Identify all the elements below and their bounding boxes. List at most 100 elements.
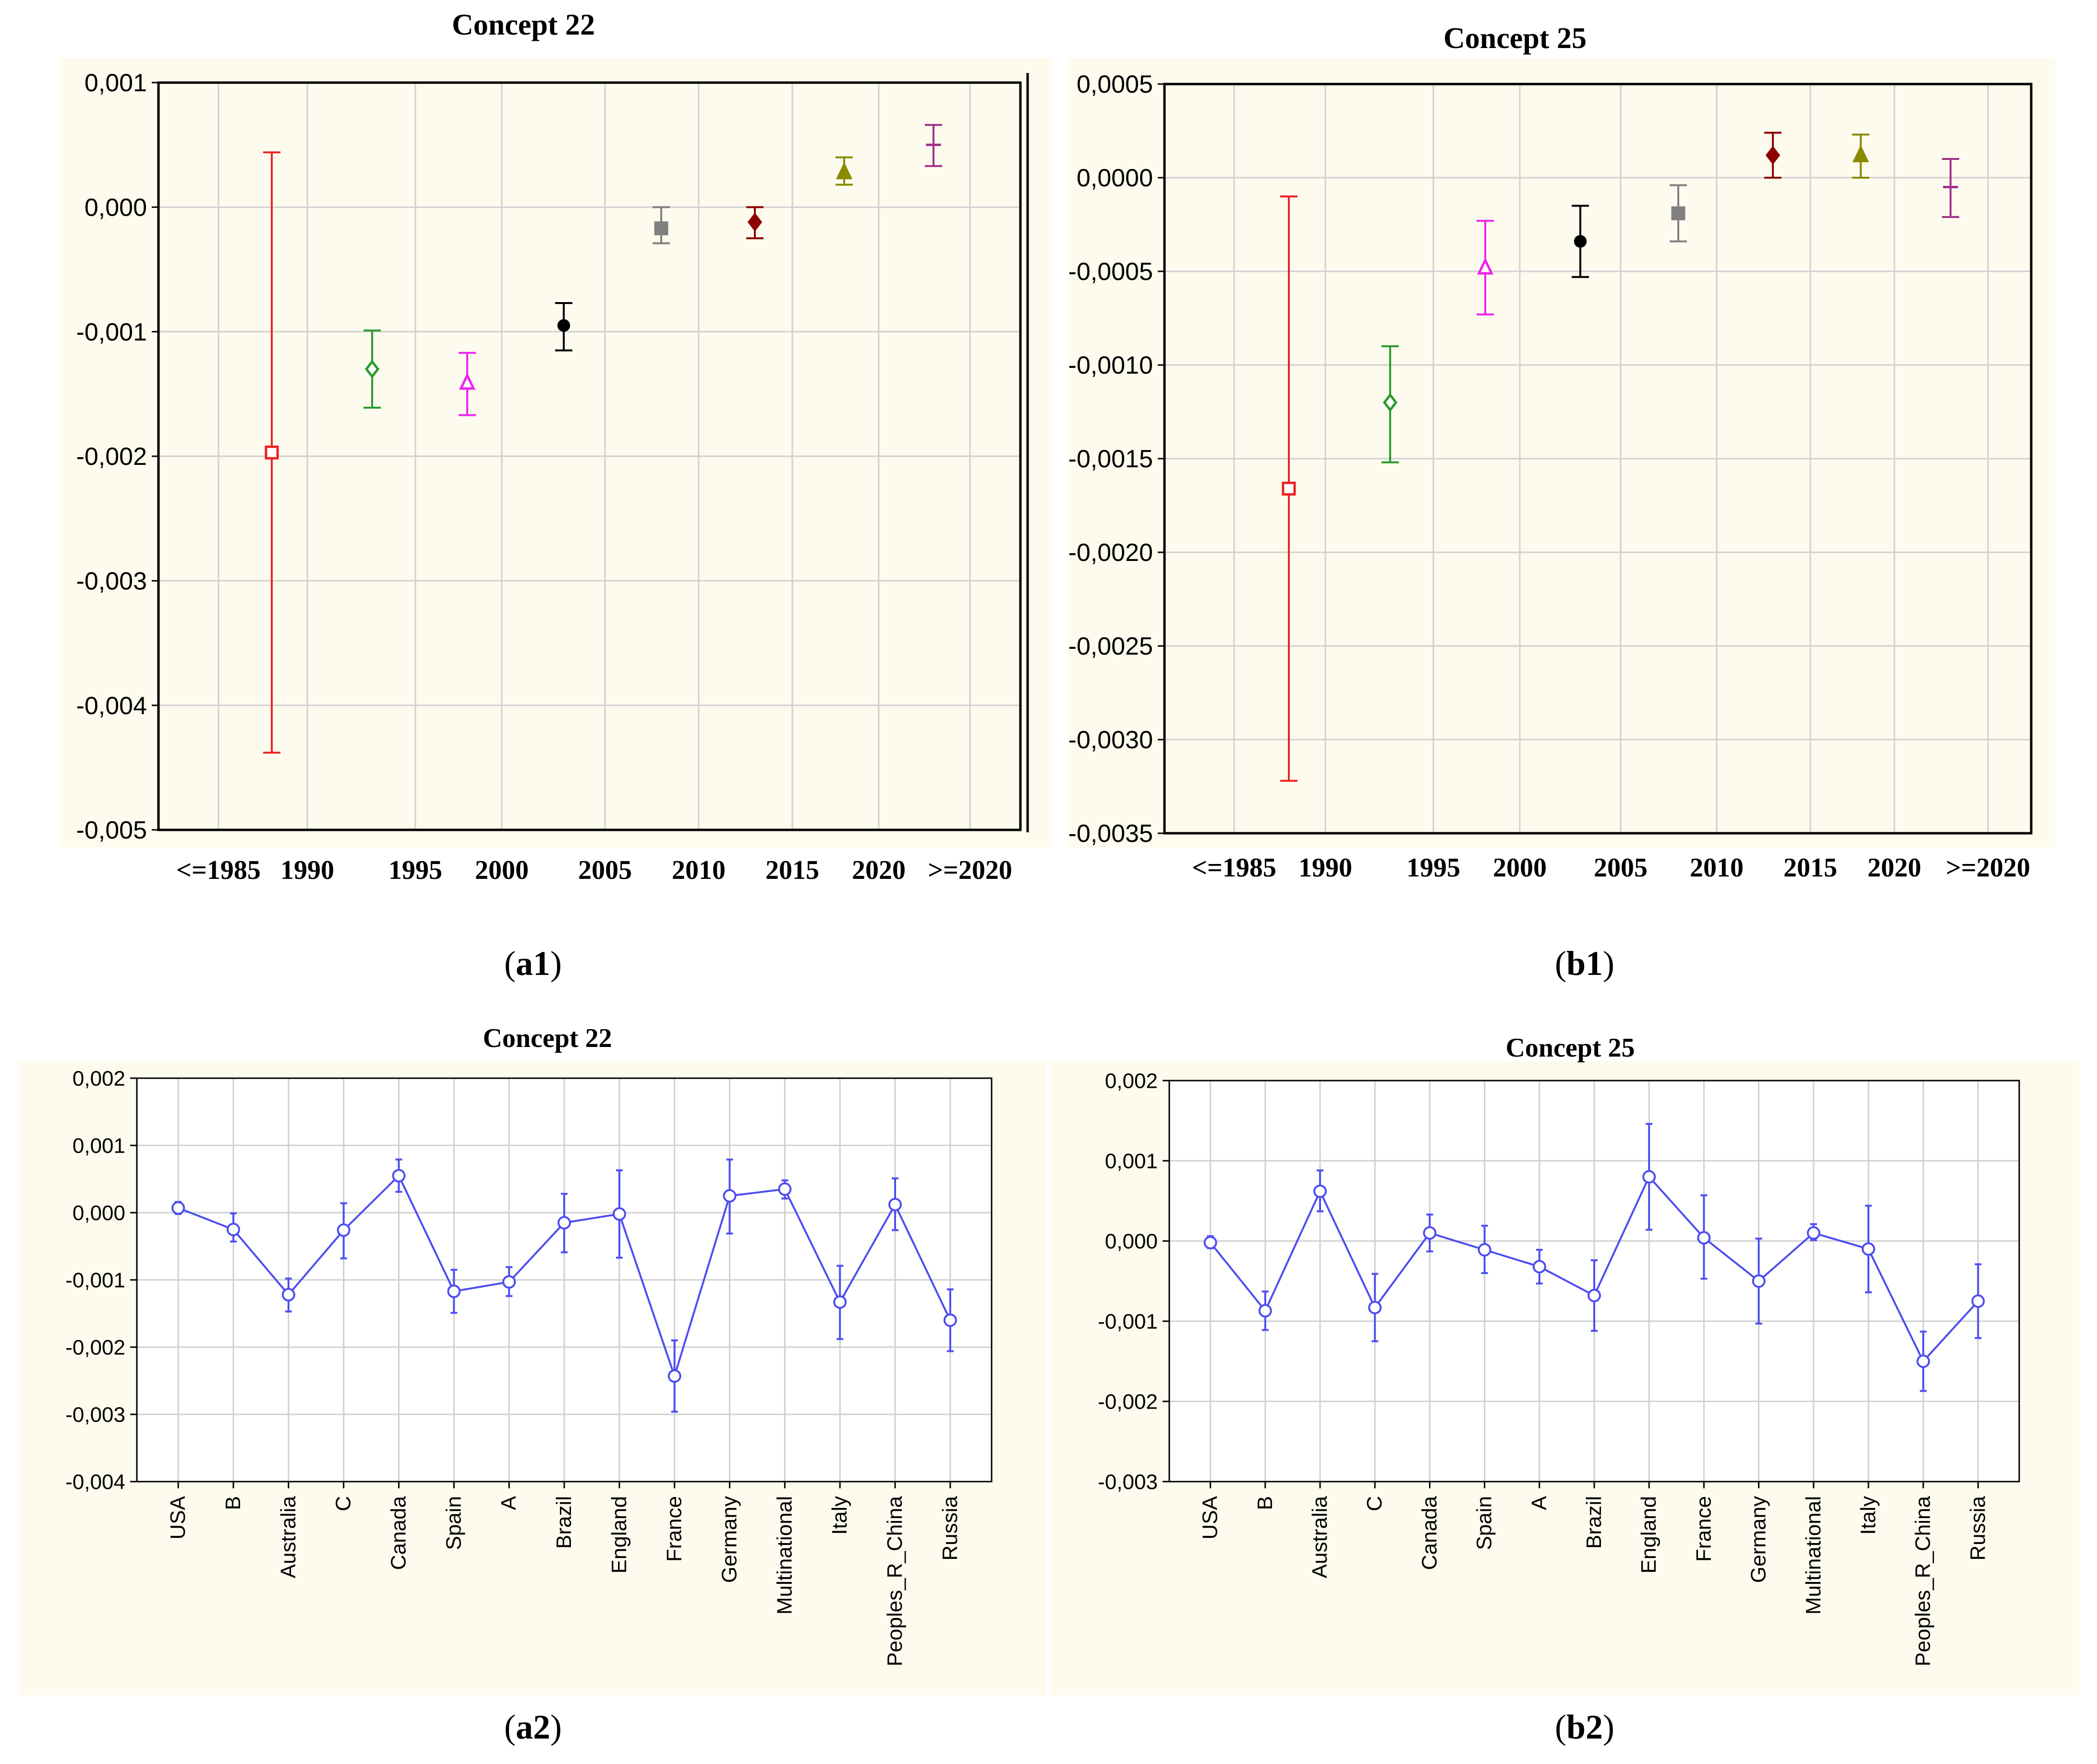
plot-frame — [136, 1077, 993, 1483]
plot-frame — [1168, 1080, 2020, 1483]
y-tick-label: -0,0020 — [1068, 539, 1153, 567]
y-tick-label: -0,002 — [65, 1336, 125, 1359]
data-point-group — [447, 1269, 461, 1314]
data-point — [392, 1169, 406, 1182]
x-tick-label: 1990 — [280, 855, 334, 885]
data-point — [1671, 206, 1685, 220]
data-point-group — [667, 1339, 681, 1413]
x-tick-label: Peoples_R_China — [883, 1496, 907, 1666]
y-tick-label: -0,001 — [76, 318, 147, 346]
y-tick-label: 0,001 — [1105, 1149, 1158, 1173]
data-point — [1971, 1294, 1985, 1308]
data-point-group — [943, 1288, 957, 1352]
data-point — [612, 1207, 626, 1221]
data-point-group — [778, 1179, 792, 1200]
data-point — [778, 1182, 792, 1196]
data-point — [1368, 1301, 1382, 1314]
y-tick-label: -0,003 — [76, 568, 147, 596]
data-point — [667, 1369, 681, 1383]
data-point-group — [1588, 1259, 1601, 1332]
data-point — [833, 1295, 847, 1309]
x-tick-label: Brazil — [552, 1496, 576, 1549]
x-tick-label: Australia — [1308, 1496, 1332, 1578]
y-tick-label: -0,0030 — [1068, 726, 1153, 754]
y-tick-label: 0,0000 — [1077, 164, 1153, 192]
chart-b1: Concept 25 0,0005 0,0000 -0,0005 -0,0010 -0,0… — [1068, 22, 2055, 883]
x-tick-label: USA — [1199, 1496, 1222, 1539]
x-tick-label: 1995 — [1406, 853, 1460, 883]
y-tick-label: -0,002 — [76, 443, 147, 471]
data-point-group — [1942, 158, 1959, 218]
data-point-group — [555, 302, 572, 352]
data-point-group — [1916, 1330, 1930, 1392]
data-point — [1478, 1243, 1491, 1257]
data-point — [558, 1216, 571, 1229]
panel-label-a1: (a1) — [504, 944, 562, 983]
x-tick-label: 2005 — [578, 855, 632, 885]
x-tick-label: Australia — [277, 1496, 300, 1578]
x-tick-label: USA — [166, 1496, 190, 1539]
data-point — [1765, 146, 1781, 165]
data-point-group — [1764, 132, 1782, 179]
chart-title: Concept 22 — [483, 1023, 612, 1053]
data-point-group — [612, 1169, 626, 1259]
data-point-group — [502, 1266, 516, 1297]
chart-b2: Concept 25 0,002 0,001 0,000 -0,001 -0,002 -0,… — [1052, 1033, 2079, 1695]
data-point — [1423, 1226, 1437, 1240]
x-tick-label: France — [663, 1496, 686, 1562]
x-tick-label: 2010 — [1690, 853, 1744, 883]
x-tick-label: <=1985 — [1192, 853, 1276, 883]
y-tick-label: -0,0010 — [1068, 352, 1153, 379]
panel-label-a2: (a2) — [504, 1708, 562, 1746]
x-tick-label: 2015 — [765, 855, 819, 885]
data-point-group — [1852, 134, 1869, 179]
y-tick-label: 0,002 — [1105, 1069, 1158, 1093]
data-point-group — [1752, 1237, 1766, 1325]
y-tick-label: -0,004 — [65, 1470, 125, 1494]
x-tick-label: >=2020 — [928, 855, 1012, 885]
data-point-group — [653, 206, 670, 244]
data-point — [1588, 1289, 1601, 1302]
x-tick-label: B — [221, 1496, 245, 1510]
data-point-group — [1670, 184, 1687, 243]
y-tick-label: -0,0005 — [1068, 258, 1153, 286]
data-point-group — [281, 1277, 295, 1313]
data-point — [557, 319, 570, 332]
data-point — [654, 221, 668, 235]
x-tick-label: Italy — [828, 1496, 851, 1535]
y-tick-label: -0,002 — [1098, 1390, 1158, 1413]
x-tick-label: 1995 — [388, 855, 442, 885]
data-point — [836, 162, 853, 180]
panel-label-b1: (b1) — [1555, 944, 1614, 983]
data-point-group — [833, 1265, 847, 1340]
x-tick-label: Spain — [442, 1496, 465, 1550]
data-point — [1313, 1184, 1327, 1198]
data-point-group — [888, 1177, 902, 1231]
x-tick-label: 1990 — [1298, 853, 1352, 883]
data-point-group — [1697, 1194, 1711, 1280]
x-tick-label: Multinational — [1802, 1496, 1825, 1615]
x-tick-label: Spain — [1473, 1496, 1496, 1550]
plot-frame — [157, 81, 1022, 831]
data-point-group — [1532, 1249, 1546, 1285]
data-point — [888, 1198, 902, 1212]
data-point-group — [1368, 1273, 1382, 1342]
chart-title: Concept 25 — [1443, 22, 1587, 55]
data-point-group — [1258, 1290, 1272, 1331]
plot-frame — [1163, 83, 2033, 835]
x-tick-label: Peoples_R_China — [1911, 1496, 1935, 1666]
data-point — [1532, 1260, 1546, 1274]
x-tick-label: Germany — [1747, 1496, 1770, 1583]
y-tick-label: 0,000 — [85, 194, 147, 222]
data-point-group — [1642, 1123, 1656, 1231]
data-point — [1806, 1226, 1820, 1240]
data-point-group — [1478, 1225, 1491, 1274]
data-point-group — [459, 352, 476, 416]
y-tick-label: 0,001 — [85, 69, 147, 97]
data-point — [1258, 1304, 1272, 1318]
data-point — [1382, 393, 1398, 412]
x-tick-label: >=2020 — [1946, 853, 2030, 883]
data-point — [1642, 1170, 1656, 1184]
data-point-group — [1477, 219, 1494, 316]
